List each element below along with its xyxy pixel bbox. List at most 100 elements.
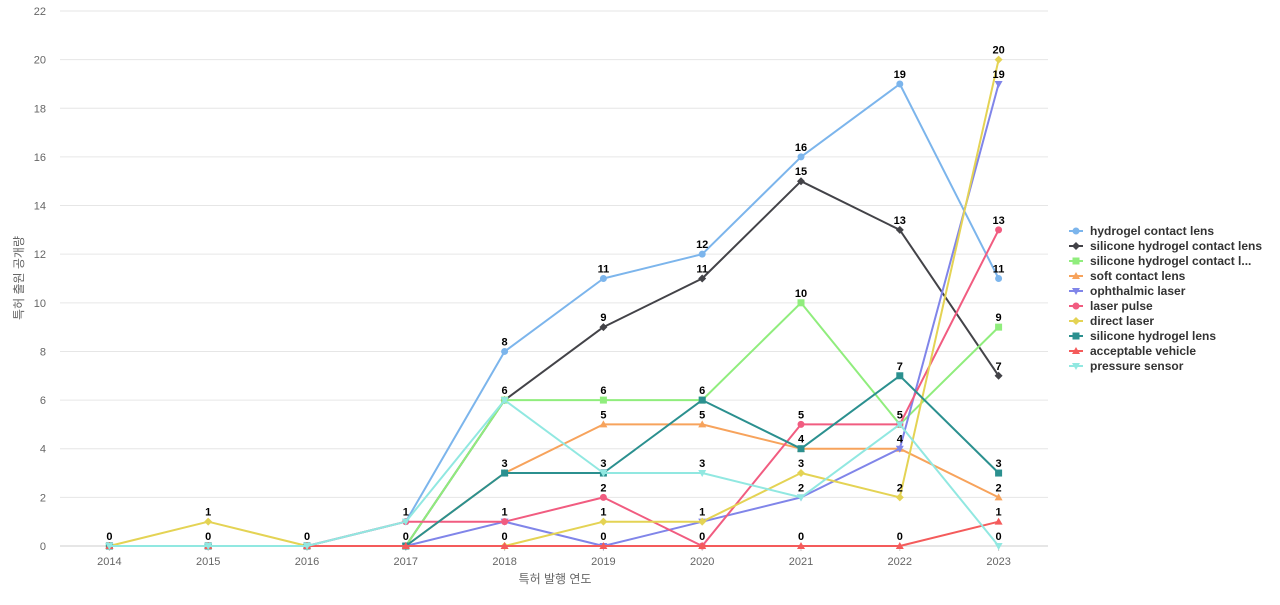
legend-item[interactable]: laser pulse (1069, 299, 1153, 313)
series-line (109, 374, 1000, 547)
data-label: 0 (403, 531, 409, 543)
data-point (994, 371, 1003, 380)
data-label: 1 (600, 507, 606, 519)
series-line (109, 83, 1000, 547)
data-point (797, 469, 805, 478)
legend-item[interactable]: acceptable vehicle (1069, 344, 1196, 358)
legend-item[interactable]: pressure sensor (1069, 359, 1184, 373)
data-point (599, 493, 607, 501)
data-point (698, 517, 707, 526)
data-point (994, 517, 1003, 525)
data-label: 7 (897, 361, 903, 373)
data-point (401, 542, 410, 549)
data-label: 12 (696, 239, 708, 251)
legend-label: silicone hydrogel lens (1090, 329, 1216, 343)
data-point (797, 153, 805, 161)
data-label: 0 (600, 531, 606, 543)
data-label: 2 (996, 482, 1002, 494)
data-point (599, 517, 608, 526)
data-label: 5 (798, 409, 804, 421)
data-label: 5 (600, 409, 606, 421)
data-label: 1 (699, 507, 705, 519)
grid-lines (60, 10, 1048, 547)
legend-marker (1072, 347, 1080, 354)
data-point (501, 347, 509, 355)
data-point (994, 55, 1003, 64)
series-line (109, 229, 1000, 547)
legend-marker (1072, 257, 1080, 265)
y-tick-label: 12 (34, 249, 46, 261)
x-tick-label: 2017 (394, 556, 418, 568)
data-point (500, 542, 509, 549)
data-point (896, 80, 904, 88)
legend-marker (1072, 288, 1080, 295)
data-point (401, 518, 410, 526)
data-label: 7 (996, 361, 1002, 373)
data-label: 5 (897, 409, 903, 421)
data-point (599, 470, 608, 478)
data-point (896, 372, 904, 380)
data-label: 0 (502, 531, 508, 543)
data-point (698, 274, 707, 283)
data-label: 3 (502, 458, 508, 470)
legend-marker (1072, 227, 1080, 235)
data-label: 9 (600, 312, 606, 324)
data-label: 0 (304, 531, 310, 543)
series-line (109, 423, 1000, 547)
series-line (109, 59, 1000, 547)
data-point (797, 542, 805, 549)
data-label: 19 (894, 69, 906, 81)
x-tick-label: 2014 (97, 556, 121, 568)
y-tick-label: 4 (40, 444, 46, 456)
x-tick-label: 2018 (492, 556, 516, 568)
data-label: 1 (996, 507, 1002, 519)
x-axis-title: 특허 발행 연도 (519, 571, 592, 586)
legend-marker (1072, 242, 1080, 250)
series-layer (105, 55, 1003, 550)
series-laser-pulse (105, 226, 1003, 550)
legend-marker (1072, 272, 1080, 279)
legend-item[interactable]: soft contact lens (1069, 269, 1186, 283)
data-point (204, 517, 213, 526)
data-point (995, 275, 1003, 282)
data-point (303, 543, 311, 550)
series-silicone-hydrogel-lens (105, 372, 1003, 550)
legend-label: acceptable vehicle (1090, 344, 1196, 358)
data-label: 20 (992, 45, 1004, 57)
data-point (204, 543, 213, 550)
data-label: 0 (205, 531, 211, 543)
data-label: 15 (795, 166, 807, 178)
data-label: 4 (897, 434, 904, 446)
data-point (797, 445, 805, 453)
data-point (599, 396, 607, 404)
legend-item[interactable]: silicone hydrogel lens (1069, 329, 1216, 343)
data-point (994, 493, 1003, 501)
legend-item[interactable]: ophthalmic laser (1069, 284, 1186, 298)
data-point (698, 250, 706, 258)
y-axis-ticks: 0 2 4 6 8 10 12 14 16 18 20 22 (34, 6, 46, 553)
legend-item[interactable]: hydrogel contact lens (1069, 224, 1214, 238)
data-point (698, 470, 707, 478)
x-tick-label: 2016 (295, 556, 319, 568)
data-point (797, 494, 805, 502)
data-label: 11 (993, 264, 1005, 276)
data-label: 1 (502, 507, 508, 519)
data-label: 6 (502, 385, 508, 397)
data-point (698, 396, 706, 404)
data-label: 3 (798, 458, 804, 470)
legend-label: hydrogel contact lens (1090, 224, 1214, 238)
series-pressure-sensor (105, 397, 1003, 550)
x-tick-label: 2015 (196, 556, 220, 568)
y-tick-label: 2 (40, 492, 46, 504)
data-point (599, 275, 607, 282)
data-point (599, 420, 608, 428)
y-tick-label: 14 (34, 201, 46, 213)
series-silicone-hydrogel-contact-lens (105, 177, 1003, 550)
legend-item[interactable]: direct laser (1069, 314, 1154, 328)
legend-item[interactable]: silicone hydrogel contact lens (1069, 239, 1262, 253)
legend-item[interactable]: silicone hydrogel contact l... (1069, 254, 1251, 268)
data-labels: 010 0108631011965321012116531016151054320… (106, 45, 1004, 543)
y-tick-label: 0 (40, 541, 46, 553)
y-tick-label: 20 (34, 55, 46, 67)
